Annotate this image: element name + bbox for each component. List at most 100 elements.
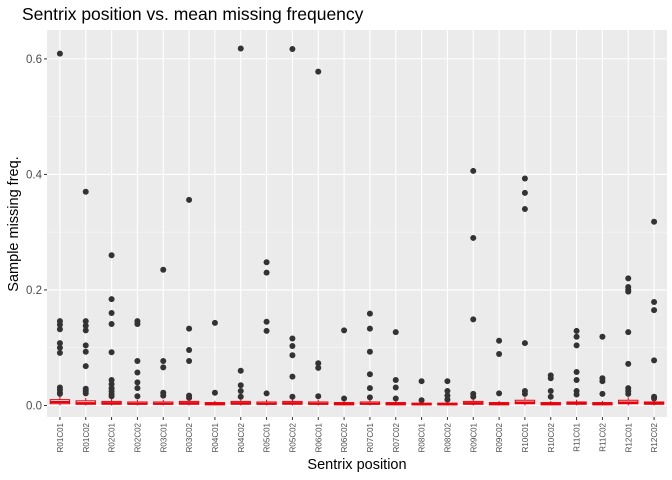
outlier-point xyxy=(392,395,399,402)
outlier-point xyxy=(573,327,580,334)
x-tick-label: R07C01 xyxy=(366,422,375,452)
x-tick-label: R03C02 xyxy=(185,422,194,452)
outlier-point xyxy=(56,340,63,347)
outlier-point xyxy=(625,275,632,282)
outlier-point xyxy=(82,322,89,329)
outlier-point xyxy=(573,368,580,375)
y-axis-title: Sample missing freq. xyxy=(6,156,22,291)
outlier-point xyxy=(651,218,658,225)
outlier-point xyxy=(521,340,528,347)
outlier-point xyxy=(651,357,658,364)
outlier-point xyxy=(392,384,399,391)
box-R10C02 xyxy=(540,400,561,406)
outlier-point xyxy=(315,360,322,367)
outlier-point xyxy=(108,393,115,400)
x-tick-label: R06C02 xyxy=(340,422,349,452)
outlier-point xyxy=(263,390,270,397)
box-R02C01 xyxy=(101,399,122,406)
box-R05C02 xyxy=(282,399,303,406)
outlier-point xyxy=(625,329,632,336)
outlier-point xyxy=(289,46,296,53)
x-tick-label: R02C02 xyxy=(133,422,142,452)
outlier-point xyxy=(651,307,658,314)
outlier-point xyxy=(366,348,373,355)
x-tick-label: R12C02 xyxy=(650,422,659,452)
x-tick-label: R06C01 xyxy=(314,422,323,452)
x-tick-label: R11C02 xyxy=(598,422,607,451)
outlier-point xyxy=(160,266,167,273)
chart-title: Sentrix position vs. mean missing freque… xyxy=(22,4,364,24)
box-R04C01 xyxy=(204,400,226,406)
x-tick-label: R07C02 xyxy=(392,422,401,452)
outlier-point xyxy=(160,364,167,371)
outlier-point xyxy=(470,393,477,400)
outlier-point xyxy=(599,333,606,340)
outlier-point xyxy=(56,390,63,397)
box-R06C02 xyxy=(333,400,355,406)
outlier-point xyxy=(470,234,477,241)
outlier-point xyxy=(108,321,115,328)
outlier-point xyxy=(82,318,89,325)
outlier-point xyxy=(186,325,193,332)
outlier-point xyxy=(263,269,270,276)
outlier-point xyxy=(366,371,373,378)
outlier-point xyxy=(289,335,296,342)
outlier-point xyxy=(56,50,63,57)
outlier-point xyxy=(186,394,193,401)
outlier-point xyxy=(289,373,296,380)
outlier-point xyxy=(186,196,193,203)
outlier-point xyxy=(599,378,606,385)
outlier-point xyxy=(496,337,503,344)
outlier-point xyxy=(496,390,503,397)
outlier-point xyxy=(134,385,141,392)
outlier-point xyxy=(134,379,141,386)
box-R11C02 xyxy=(592,400,613,406)
outlier-point xyxy=(315,68,322,75)
box-R09C02 xyxy=(488,400,510,406)
x-tick-label: R04C01 xyxy=(211,422,220,452)
box-R04C02 xyxy=(230,399,251,406)
x-tick-label: R08C02 xyxy=(443,422,452,452)
outlier-point xyxy=(160,357,167,364)
outlier-point xyxy=(237,393,244,400)
y-tick-label: 0.2 xyxy=(26,285,42,297)
x-tick-label: R05C02 xyxy=(288,422,297,452)
outlier-point xyxy=(108,349,115,356)
outlier-point xyxy=(521,206,528,213)
outlier-point xyxy=(134,393,141,400)
outlier-point xyxy=(366,310,373,317)
x-tick-label: R03C01 xyxy=(159,422,168,452)
box-R12C01 xyxy=(618,397,639,406)
outlier-point xyxy=(82,342,89,349)
outlier-point xyxy=(56,321,63,328)
box-R08C02 xyxy=(437,401,458,406)
outlier-point xyxy=(366,394,373,401)
outlier-point xyxy=(547,393,554,400)
box-R07C01 xyxy=(359,399,381,406)
outlier-point xyxy=(366,385,373,392)
box-R03C02 xyxy=(178,399,200,406)
x-tick-label: R02C01 xyxy=(108,422,117,452)
outlier-point xyxy=(263,318,270,325)
outlier-point xyxy=(651,299,658,306)
outlier-point xyxy=(134,321,141,328)
outlier-point xyxy=(237,367,244,374)
x-axis-title: Sentrix position xyxy=(307,457,406,473)
outlier-point xyxy=(547,375,554,382)
outlier-point xyxy=(418,378,425,385)
outlier-point xyxy=(56,326,63,333)
outlier-point xyxy=(521,390,528,397)
x-tick-label: R05C01 xyxy=(263,422,272,452)
box-R12C02 xyxy=(643,399,665,406)
box-R02C02 xyxy=(127,399,148,406)
outlier-point xyxy=(470,316,477,323)
y-tick-label: 0.6 xyxy=(26,54,42,66)
outlier-point xyxy=(263,327,270,334)
outlier-point xyxy=(82,348,89,355)
outlier-point xyxy=(341,395,348,402)
outlier-point xyxy=(651,395,658,402)
box-R05C01 xyxy=(256,399,277,406)
box-R10C01 xyxy=(514,397,536,406)
box-R01C02 xyxy=(75,397,96,406)
